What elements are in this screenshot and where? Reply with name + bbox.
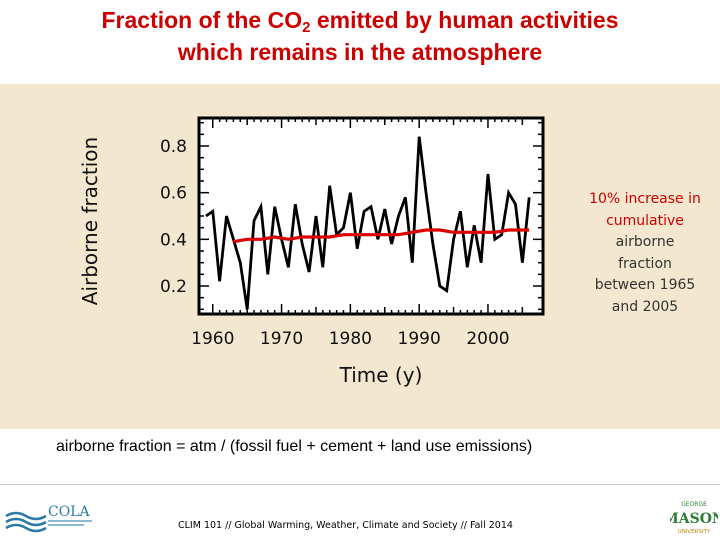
y-tick-label: 0.6 — [160, 184, 187, 204]
footer-divider — [0, 484, 720, 485]
annotation-line-4: fraction — [618, 255, 672, 272]
y-tick-label: 0.2 — [160, 277, 187, 297]
y-tick-label: 0.4 — [160, 230, 187, 250]
cola-logo: COLA — [5, 504, 92, 533]
x-tick-label: 1980 — [329, 329, 372, 349]
gmu-logo-bottom: UNIVERSITY — [678, 529, 711, 535]
chart-panel: 1960 1970 1980 1990 2000 0.2 0.4 0.6 0.8 Time (y)… — [0, 84, 720, 429]
footer-course-text: CLIM 101 // Global Warming, Weather, Cli… — [178, 520, 513, 531]
x-axis-label: Time (y) — [339, 363, 423, 387]
formula-text: airborne fraction = atm / (fossil fuel +… — [56, 438, 533, 455]
annotation-line-3: airborne — [615, 234, 675, 250]
gmu-logo-top: GEORGE — [681, 501, 707, 508]
y-axis-label: Airborne fraction — [78, 137, 102, 305]
annotation-line-2: cumulative — [606, 212, 684, 229]
chart-annotation: 10% increase in cumulative airborne frac… — [574, 189, 716, 318]
x-tick-label: 1960 — [191, 329, 234, 349]
annotation-line-5: between 1965 — [594, 277, 696, 293]
title-line-1: Fraction of the CO2 emitted by human act… — [101, 7, 619, 36]
x-tick-label: 2000 — [466, 329, 509, 349]
gmu-logo-text: MASON — [670, 511, 718, 527]
annotation-line-6: and 2005 — [611, 298, 679, 315]
annotation-line-1: 10% increase in — [589, 191, 701, 207]
cola-logo-text: COLA — [48, 504, 90, 520]
slide-title: Fraction of the CO2 emitted by human act… — [0, 4, 720, 68]
title-line-2: which remains in the atmosphere — [177, 39, 543, 65]
y-tick-label: 0.8 — [160, 137, 187, 157]
gmu-logo: GEORGE MASON UNIVERSITY — [670, 501, 718, 535]
x-tick-label: 1990 — [398, 329, 441, 349]
airborne-fraction-chart: 1960 1970 1980 1990 2000 0.2 0.4 0.6 0.8 Time (y)… — [78, 116, 545, 387]
x-tick-label: 1970 — [260, 329, 303, 349]
cumulative-fraction-line — [233, 228, 530, 244]
